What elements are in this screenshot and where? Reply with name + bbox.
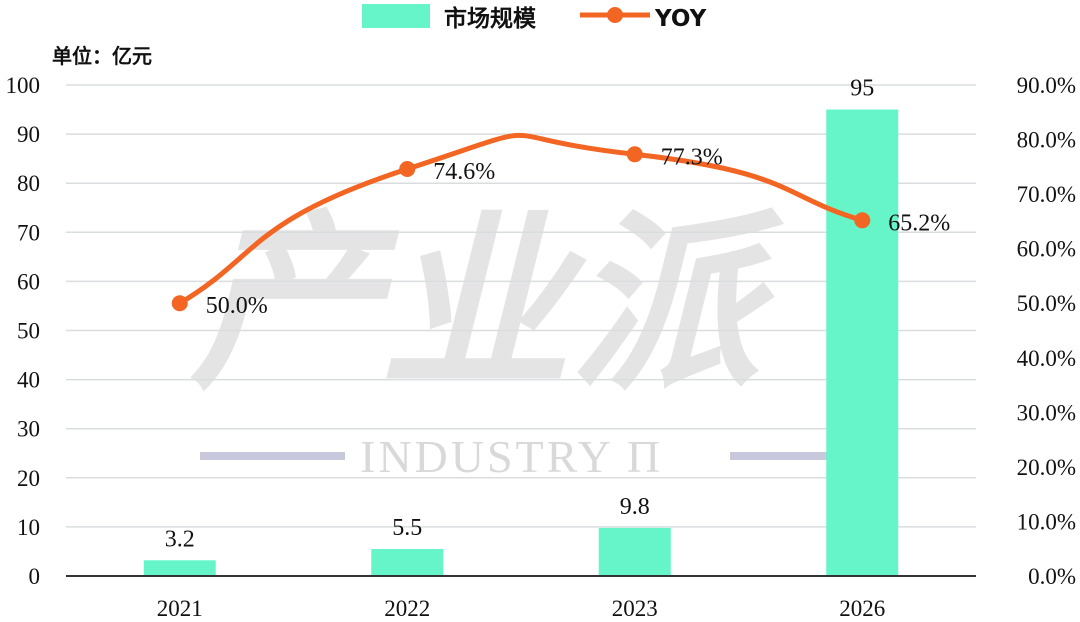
left-tick-label: 50: [17, 319, 40, 344]
unit-label: 单位：亿元: [52, 44, 152, 68]
yoy-value-label: 65.2%: [888, 210, 950, 236]
bar: [371, 548, 444, 576]
bar-series: [143, 109, 899, 577]
left-tick-label: 60: [17, 269, 40, 294]
line-series: [171, 132, 871, 312]
yoy-point: [399, 161, 416, 178]
yoy-value-label: 74.6%: [433, 159, 495, 185]
right-tick-label: 10.0%: [1017, 509, 1076, 534]
bar-value-label: 9.8: [620, 494, 650, 520]
legend-line-label: YOY: [654, 6, 707, 32]
bar: [598, 527, 671, 576]
right-tick-label: 50.0%: [1017, 291, 1076, 316]
x-tick-label: 2023: [612, 596, 658, 621]
bar: [826, 109, 899, 577]
right-tick-label: 20.0%: [1017, 455, 1076, 480]
yoy-point: [171, 295, 188, 312]
watermark-bar-left: [200, 452, 345, 460]
right-tick-label: 80.0%: [1017, 128, 1076, 153]
legend-bar-swatch: [362, 4, 430, 28]
right-tick-label: 40.0%: [1017, 346, 1076, 371]
right-tick-label: 90.0%: [1017, 73, 1076, 98]
right-tick-label: 60.0%: [1017, 237, 1076, 262]
legend: 市场规模 YOY: [362, 4, 707, 32]
right-tick-label: 70.0%: [1017, 182, 1076, 207]
x-axis: 2021 2022 2023 2026: [66, 575, 976, 621]
left-tick-label: 40: [17, 368, 40, 393]
left-tick-label: 20: [17, 466, 40, 491]
data-labels: 3.2 5.5 9.8 95 50.0% 74.6% 77.3% 65.2%: [165, 76, 951, 553]
x-tick-label: 2026: [839, 596, 885, 621]
bar-value-label: 5.5: [392, 515, 422, 541]
watermark-chinese: 产业派: [190, 194, 785, 415]
gridlines: [66, 84, 976, 528]
yoy-point: [626, 146, 643, 163]
yoy-line: [177, 132, 865, 306]
left-tick-label: 90: [17, 122, 40, 147]
bar-value-label: 95: [850, 76, 874, 102]
left-tick-label: 80: [17, 171, 40, 196]
watermark-english: INDUSTRY Π: [360, 431, 663, 482]
left-tick-label: 10: [17, 515, 40, 540]
bar: [143, 560, 216, 576]
legend-bar-label: 市场规模: [444, 5, 537, 32]
legend-line-marker: [607, 7, 623, 23]
right-tick-label: 30.0%: [1017, 400, 1076, 425]
right-tick-label: 0.0%: [1028, 564, 1076, 589]
right-axis: 0.0% 10.0% 20.0% 30.0% 40.0% 50.0% 60.0% 70.0% 8…: [1017, 73, 1076, 589]
watermark-bar-right: [730, 452, 875, 460]
x-tick-label: 2021: [157, 596, 203, 621]
yoy-value-label: 77.3%: [661, 144, 723, 170]
left-tick-label: 0: [29, 564, 41, 589]
left-tick-label: 70: [17, 220, 40, 245]
yoy-point: [854, 212, 871, 229]
x-tick-label: 2022: [384, 596, 430, 621]
watermark: 产业派 INDUSTRY Π: [190, 194, 875, 482]
yoy-value-label: 50.0%: [206, 293, 268, 319]
left-tick-label: 30: [17, 417, 40, 442]
bar-value-label: 3.2: [165, 526, 195, 552]
left-tick-label: 100: [6, 73, 41, 98]
left-axis: 0 10 20 30 40 50 60 70 80 90 100: [6, 73, 41, 589]
